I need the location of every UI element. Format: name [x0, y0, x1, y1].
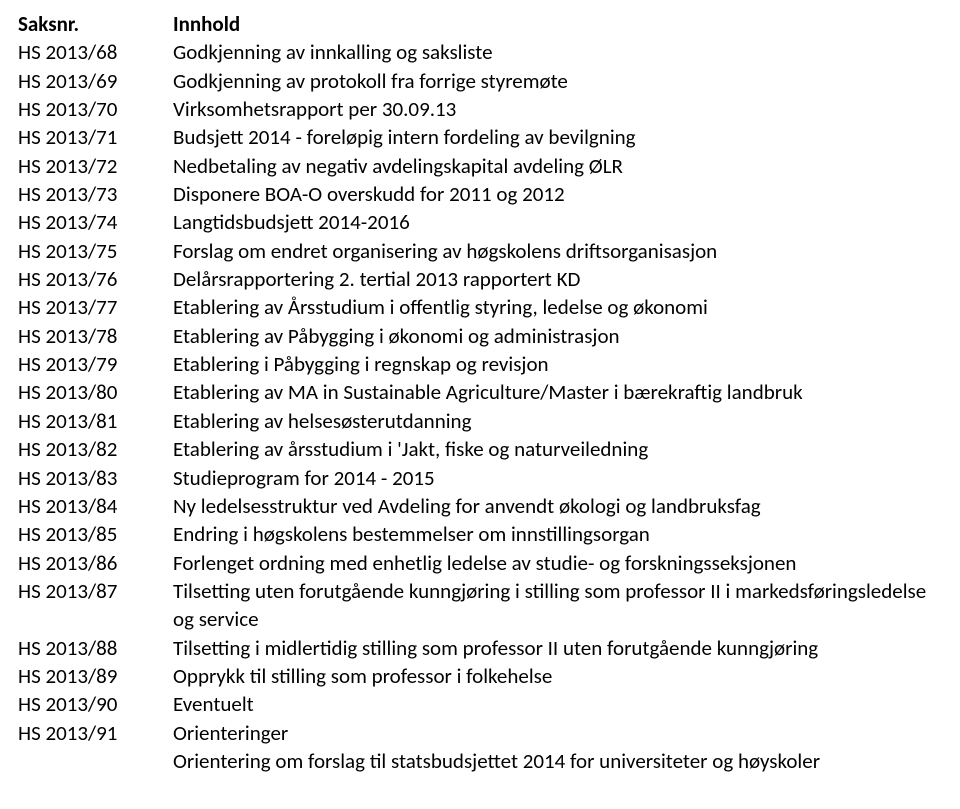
table-row: HS 2013/85Endring i høgskolens bestemmel…: [18, 520, 942, 548]
table-row: HS 2013/84Ny ledelsesstruktur ved Avdeli…: [18, 492, 942, 520]
saksnr-cell: HS 2013/75: [18, 237, 173, 265]
table-row: HS 2013/82Etablering av årsstudium i 'Ja…: [18, 435, 942, 463]
innhold-cell: Nedbetaling av negativ avdelingskapital …: [173, 152, 942, 180]
saksnr-cell: HS 2013/82: [18, 435, 173, 463]
innhold-cell: Etablering av Årsstudium i offentlig sty…: [173, 293, 942, 321]
innhold-cell: Ny ledelsesstruktur ved Avdeling for anv…: [173, 492, 942, 520]
table-row: HS 2013/81Etablering av helsesøsterutdan…: [18, 407, 942, 435]
extra-line-text: Orientering om forslag til statsbudsjett…: [173, 747, 942, 775]
saksnr-cell: HS 2013/87: [18, 577, 173, 605]
table-row: HS 2013/70Virksomhetsrapport per 30.09.1…: [18, 95, 942, 123]
table-row: HS 2013/78Etablering av Påbygging i økon…: [18, 322, 942, 350]
saksnr-cell: HS 2013/77: [18, 293, 173, 321]
table-row: HS 2013/89Opprykk til stilling som profe…: [18, 662, 942, 690]
saksnr-cell: HS 2013/73: [18, 180, 173, 208]
saksnr-cell: HS 2013/72: [18, 152, 173, 180]
innhold-cell: Forslag om endret organisering av høgsko…: [173, 237, 942, 265]
saksnr-cell: HS 2013/90: [18, 690, 173, 718]
table-row: HS 2013/75Forslag om endret organisering…: [18, 237, 942, 265]
table-row: HS 2013/76Delårsrapportering 2. tertial …: [18, 265, 942, 293]
table-header-row: Saksnr. Innhold: [18, 10, 942, 38]
innhold-cell: Etablering i Påbygging i regnskap og rev…: [173, 350, 942, 378]
innhold-cell: Budsjett 2014 - foreløpig intern fordeli…: [173, 123, 942, 151]
innhold-cell: Langtidsbudsjett 2014-2016: [173, 208, 942, 236]
saksnr-cell: HS 2013/88: [18, 634, 173, 662]
table-row: HS 2013/68Godkjenning av innkalling og s…: [18, 38, 942, 66]
saksnr-cell: HS 2013/78: [18, 322, 173, 350]
innhold-cell: Etablering av Påbygging i økonomi og adm…: [173, 322, 942, 350]
innhold-cell: Opprykk til stilling som professor i fol…: [173, 662, 942, 690]
saksnr-cell: HS 2013/86: [18, 549, 173, 577]
table-row: HS 2013/77Etablering av Årsstudium i off…: [18, 293, 942, 321]
innhold-cell: Endring i høgskolens bestemmelser om inn…: [173, 520, 942, 548]
innhold-cell: Delårsrapportering 2. tertial 2013 rappo…: [173, 265, 942, 293]
saksnr-cell: HS 2013/91: [18, 719, 173, 747]
saksnr-cell: HS 2013/68: [18, 38, 173, 66]
innhold-cell: Disponere BOA-O overskudd for 2011 og 20…: [173, 180, 942, 208]
innhold-cell: Godkjenning av innkalling og saksliste: [173, 38, 942, 66]
saksnr-cell: HS 2013/81: [18, 407, 173, 435]
table-row: HS 2013/74Langtidsbudsjett 2014-2016: [18, 208, 942, 236]
saksnr-cell: HS 2013/70: [18, 95, 173, 123]
innhold-cell: Forlenget ordning med enhetlig ledelse a…: [173, 549, 942, 577]
saksnr-cell: HS 2013/84: [18, 492, 173, 520]
saksnr-cell: HS 2013/71: [18, 123, 173, 151]
saksnr-cell: HS 2013/76: [18, 265, 173, 293]
table-body: HS 2013/68Godkjenning av innkalling og s…: [18, 38, 942, 747]
innhold-cell: Orienteringer: [173, 719, 942, 747]
saksnr-cell: HS 2013/83: [18, 464, 173, 492]
table-row: HS 2013/72Nedbetaling av negativ avdelin…: [18, 152, 942, 180]
header-saksnr: Saksnr.: [18, 10, 173, 38]
saksnr-cell: HS 2013/79: [18, 350, 173, 378]
table-row: HS 2013/90Eventuelt: [18, 690, 942, 718]
saksnr-cell: HS 2013/69: [18, 67, 173, 95]
table-row: HS 2013/87Tilsetting uten forutgående ku…: [18, 577, 942, 634]
saksnr-cell: HS 2013/74: [18, 208, 173, 236]
innhold-cell: Studieprogram for 2014 - 2015: [173, 464, 942, 492]
table-row: HS 2013/91Orienteringer: [18, 719, 942, 747]
saksnr-cell: HS 2013/89: [18, 662, 173, 690]
table-row: HS 2013/69Godkjenning av protokoll fra f…: [18, 67, 942, 95]
innhold-cell: Tilsetting uten forutgående kunngjøring …: [173, 577, 942, 634]
innhold-cell: Godkjenning av protokoll fra forrige sty…: [173, 67, 942, 95]
innhold-cell: Etablering av årsstudium i 'Jakt, fiske …: [173, 435, 942, 463]
innhold-cell: Etablering av helsesøsterutdanning: [173, 407, 942, 435]
table-row: HS 2013/79Etablering i Påbygging i regns…: [18, 350, 942, 378]
innhold-cell: Virksomhetsrapport per 30.09.13: [173, 95, 942, 123]
table-row: HS 2013/71Budsjett 2014 - foreløpig inte…: [18, 123, 942, 151]
table-row: HS 2013/73Disponere BOA-O overskudd for …: [18, 180, 942, 208]
table-row: HS 2013/88Tilsetting i midlertidig still…: [18, 634, 942, 662]
saksnr-cell: HS 2013/85: [18, 520, 173, 548]
saksnr-cell: HS 2013/80: [18, 378, 173, 406]
table-row: HS 2013/80Etablering av MA in Sustainabl…: [18, 378, 942, 406]
innhold-cell: Etablering av MA in Sustainable Agricult…: [173, 378, 942, 406]
header-innhold: Innhold: [173, 10, 942, 38]
table-row: HS 2013/86Forlenget ordning med enhetlig…: [18, 549, 942, 577]
innhold-cell: Eventuelt: [173, 690, 942, 718]
table-row: HS 2013/83Studieprogram for 2014 - 2015: [18, 464, 942, 492]
innhold-cell: Tilsetting i midlertidig stilling som pr…: [173, 634, 942, 662]
extra-line-row: Orientering om forslag til statsbudsjett…: [18, 747, 942, 775]
document-page: Saksnr. Innhold HS 2013/68Godkjenning av…: [0, 0, 960, 809]
